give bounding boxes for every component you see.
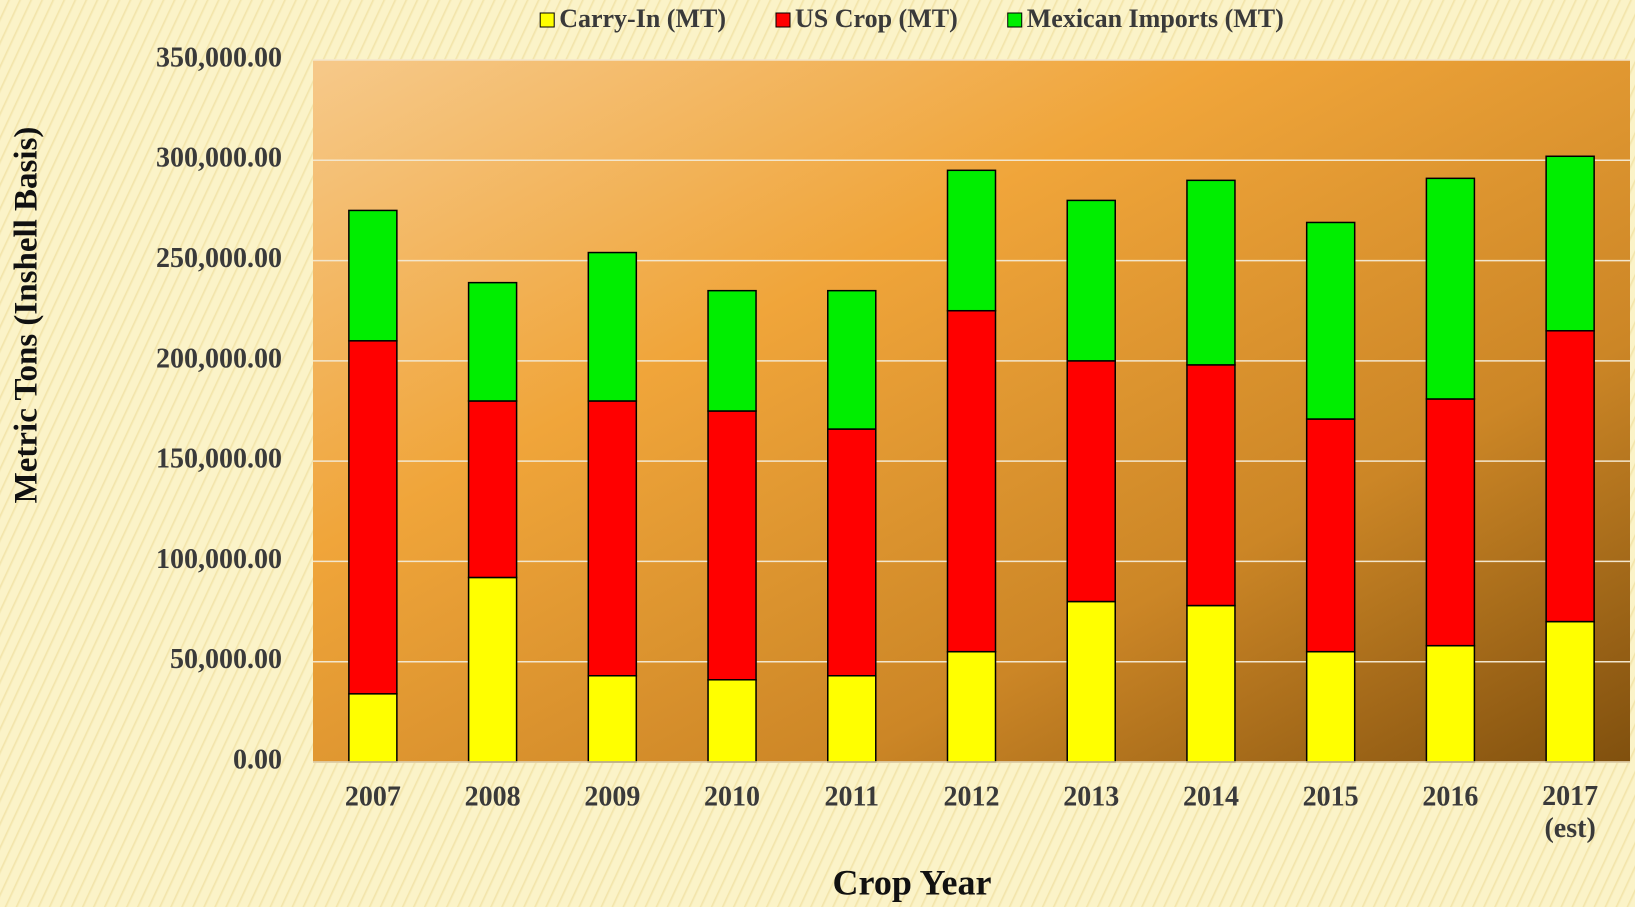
bar-segment [467,576,518,763]
y-tick-label: 300,000.00 [156,143,282,174]
bar-segment [1545,155,1595,332]
x-tick-label: 2011 [825,781,879,812]
legend: Carry-In (MT) US Crop (MT) Mexican Imports… [539,4,1284,33]
bar-segment [348,209,398,342]
bar-segment [348,693,398,763]
bar-segment [946,650,997,763]
legend-label: US Crop (MT) [795,4,958,33]
bar-segment [1425,177,1476,400]
y-tick-label: 350,000.00 [156,42,282,73]
bar-segment [946,169,997,312]
x-tick-label: 2014 [1183,781,1239,812]
y-tick-label: 50,000.00 [170,644,282,675]
bar-segment [827,428,877,677]
x-tick-label: 2012 [944,781,1000,812]
bar-segment [1066,360,1116,603]
y-tick-label: 250,000.00 [156,243,282,274]
y-tick-label: 0.00 [233,744,282,775]
legend-label: Mexican Imports (MT) [1027,4,1284,33]
x-tick-label: 2016 [1422,781,1478,812]
bar-segment [1305,221,1356,420]
legend-swatch [775,12,791,28]
legend-swatch [1007,12,1023,28]
bar-segment [1425,644,1476,763]
bar-segment [707,679,757,763]
bar-segment [707,410,757,681]
bar-segment [467,400,518,579]
legend-swatch [539,12,555,28]
bar-segment [348,340,398,695]
y-tick-label: 100,000.00 [156,544,282,575]
bar-segment [1186,179,1236,366]
bar-segment [1186,364,1236,607]
legend-label: Carry-In (MT) [559,4,726,33]
bar-segment [1066,600,1116,763]
y-axis-title: Metric Tons (Inshell Basis) [9,127,45,504]
x-tick-label: 2015 [1303,781,1359,812]
bar-segment [827,675,877,763]
x-tick-label: 2017 (est) [1542,781,1598,844]
bar-segment [1305,650,1356,763]
y-tick-label: 200,000.00 [156,343,282,374]
x-axis-title: Crop Year [833,862,992,902]
x-tick-label: 2010 [704,781,760,812]
bar-segment [587,251,638,402]
bar-segment [1186,604,1236,763]
x-tick-label: 2013 [1063,781,1119,812]
y-tick-label: 150,000.00 [156,444,282,475]
bar-segment [1545,330,1595,623]
bar-segment [1425,398,1476,647]
x-tick-label: 2008 [465,781,521,812]
bar-segment [827,289,877,430]
bar-segment [946,309,997,653]
bar-segment [467,281,518,402]
x-tick-label: 2009 [584,781,640,812]
bar-segment [1305,418,1356,653]
bar-segment [587,400,638,677]
bar-segment [1545,620,1595,763]
bar-segment [1066,199,1116,362]
bar-segment [707,289,757,412]
x-tick-label: 2007 [345,781,401,812]
bar-segment [587,675,638,763]
